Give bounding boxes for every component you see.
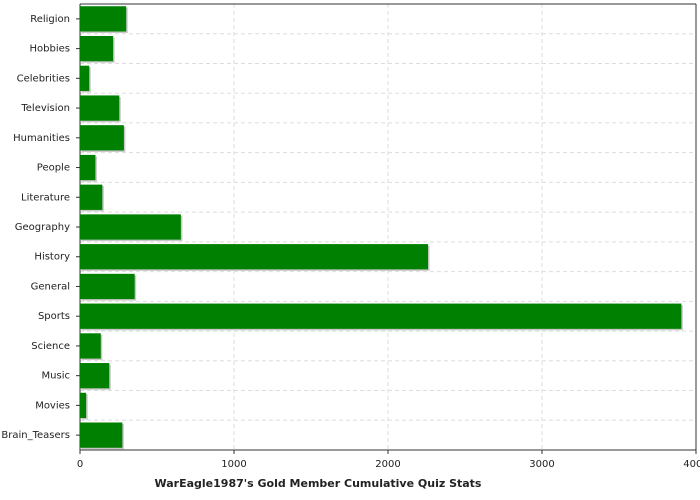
y-tick-label: Sports: [38, 311, 70, 322]
y-tick-label: Brain_Teasers: [1, 430, 70, 441]
bar: [80, 65, 90, 91]
bar: [80, 422, 123, 448]
bar: [80, 273, 135, 300]
bar: [80, 363, 110, 389]
y-tick-label: Literature: [21, 192, 70, 203]
x-tick-label: 0: [77, 459, 83, 470]
x-tick-label: 4000: [683, 459, 700, 470]
bar: [80, 154, 96, 181]
bar: [80, 244, 429, 270]
y-tick-label: History: [34, 252, 70, 263]
bar: [80, 392, 87, 419]
x-tick-label: 3000: [529, 459, 554, 470]
bar: [80, 184, 103, 210]
y-tick-label: Humanities: [13, 133, 70, 144]
y-tick-label: General: [31, 281, 70, 292]
y-tick-label: Movies: [35, 400, 70, 411]
y-tick-label: Celebrities: [17, 73, 70, 84]
bar: [80, 35, 114, 62]
chart-title: WarEagle1987's Gold Member Cumulative Qu…: [155, 477, 482, 490]
y-tick-label: Hobbies: [30, 44, 70, 55]
y-tick-label: Television: [20, 103, 70, 114]
y-tick-label: Religion: [30, 14, 70, 25]
y-tick-label: People: [37, 163, 70, 174]
bar: [80, 95, 120, 121]
y-tick-label: Geography: [15, 222, 70, 233]
bar: [80, 6, 127, 32]
bar: [80, 303, 682, 329]
x-tick-label: 2000: [375, 459, 400, 470]
bar: [80, 214, 181, 240]
bar: [80, 125, 124, 151]
y-tick-label: Science: [31, 341, 70, 352]
x-tick-label: 1000: [221, 459, 246, 470]
y-tick-label: Music: [42, 371, 70, 382]
bar: [80, 333, 101, 359]
